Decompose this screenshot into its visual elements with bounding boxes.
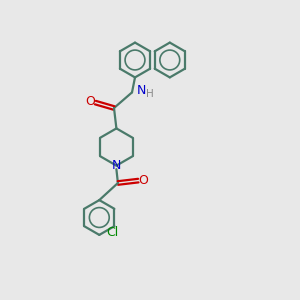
Text: O: O xyxy=(139,173,148,187)
Text: N: N xyxy=(136,84,146,98)
Text: H: H xyxy=(146,89,153,99)
Text: O: O xyxy=(86,95,95,108)
Text: N: N xyxy=(112,159,121,172)
Text: Cl: Cl xyxy=(106,226,118,239)
